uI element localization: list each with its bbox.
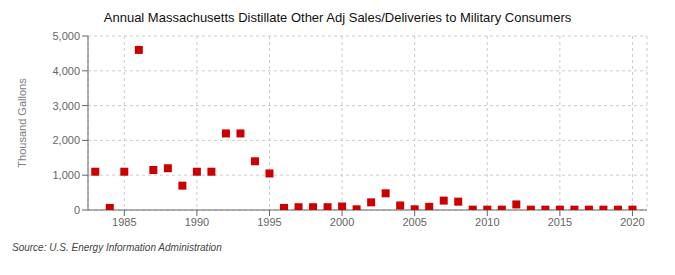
svg-text:2020: 2020 — [620, 216, 644, 228]
html-text:Annual Massachusetts Distillat: Annual Massachusetts Distillate Other Ad… — [103, 10, 572, 25]
svg-text:1990: 1990 — [185, 216, 209, 228]
svg-text:3,000: 3,000 — [52, 100, 80, 112]
svg-text:2015: 2015 — [548, 216, 572, 228]
svg-text:1995: 1995 — [257, 216, 281, 228]
svg-text:0: 0 — [74, 204, 80, 216]
svg-text:4,000: 4,000 — [52, 65, 80, 77]
svg-text:1985: 1985 — [112, 216, 136, 228]
svg-text:2010: 2010 — [475, 216, 499, 228]
svg-text:Thousand Gallons: Thousand Gallons — [16, 78, 28, 168]
svg-text:2005: 2005 — [402, 216, 426, 228]
svg-text:2000: 2000 — [330, 216, 354, 228]
svg-text:5,000: 5,000 — [52, 30, 80, 42]
svg-text:2,000: 2,000 — [52, 134, 80, 146]
html-text:Source: U.S. Energy Informatio: Source: U.S. Energy Information Administ… — [12, 242, 222, 253]
svg-text:1,000: 1,000 — [52, 169, 80, 181]
